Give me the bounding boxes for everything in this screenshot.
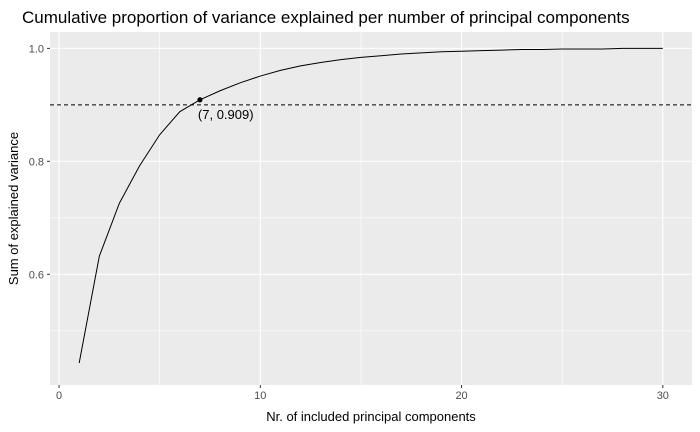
- major-gridlines: [50, 32, 692, 385]
- x-tick-label: 10: [254, 390, 266, 402]
- x-tick-label: 30: [657, 390, 669, 402]
- y-axis-title: Sum of explained variance: [6, 132, 21, 285]
- x-tick-label: 0: [56, 390, 62, 402]
- x-axis: 0 10 20 30: [56, 385, 669, 402]
- highlight-point-label: (7, 0.909): [198, 107, 254, 122]
- y-tick-label: 0.8: [29, 156, 44, 168]
- cumulative-variance-line: [78, 47, 663, 364]
- x-axis-title: Nr. of included principal components: [266, 409, 476, 424]
- x-tick-label: 20: [455, 390, 467, 402]
- plot-panel: [50, 32, 692, 385]
- y-tick-label: 0.6: [29, 269, 44, 281]
- y-tick-label: 1.0: [29, 43, 44, 55]
- highlight-point: [197, 97, 203, 103]
- chart-title: Cumulative proportion of variance explai…: [22, 8, 630, 27]
- y-axis: 0.6 0.8 1.0: [29, 43, 50, 281]
